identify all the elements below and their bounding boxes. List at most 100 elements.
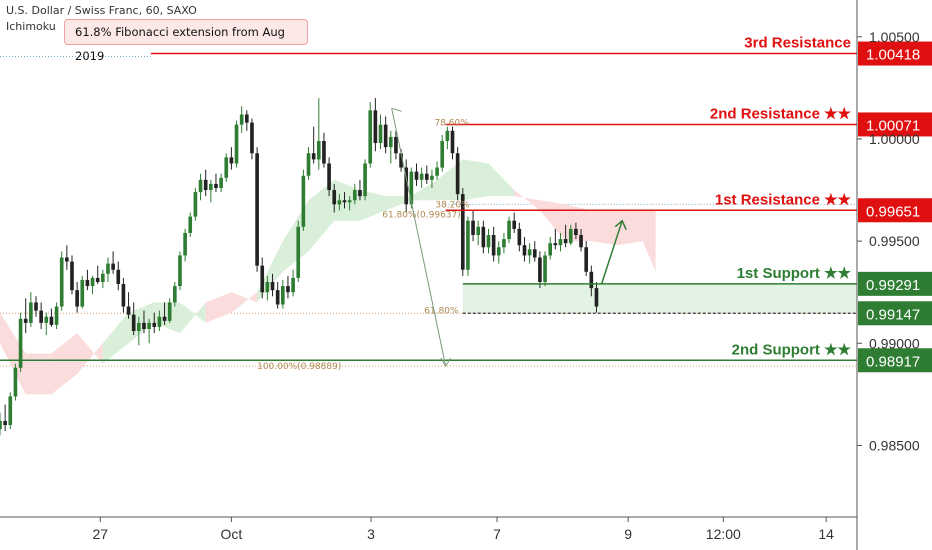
candle-body xyxy=(450,130,455,154)
fib-label: 100.00%(0.98889) xyxy=(257,362,341,372)
candle-body xyxy=(265,282,270,293)
candle-body xyxy=(244,114,249,123)
candle-body xyxy=(29,302,33,323)
price-tag xyxy=(858,41,932,66)
candle-body xyxy=(13,367,18,397)
candle-body xyxy=(296,226,301,278)
candle-body xyxy=(316,141,321,160)
price-tag xyxy=(858,112,932,137)
symbol-title: U.S. Dollar / Swiss Franc, 60, SAXO xyxy=(6,4,197,17)
candle-body xyxy=(445,130,450,141)
candle-body xyxy=(3,420,7,426)
candle-body xyxy=(121,284,126,307)
cloud-segment xyxy=(0,312,26,395)
candle-body xyxy=(106,263,110,274)
candle-body xyxy=(527,249,532,256)
candle-body xyxy=(440,141,445,168)
candle-body xyxy=(301,175,306,227)
level-label: 3rd Resistance xyxy=(744,35,851,52)
x-tick-label: Oct xyxy=(220,526,242,542)
candle-body xyxy=(424,173,429,180)
candle-body xyxy=(306,153,311,176)
candle-body xyxy=(111,263,115,270)
candle-body xyxy=(538,257,542,282)
price-tag xyxy=(858,348,932,373)
candle-body xyxy=(522,245,527,256)
candle-body xyxy=(173,286,177,303)
candle-body xyxy=(137,322,141,332)
candle-body xyxy=(394,136,398,154)
candle-body xyxy=(229,157,234,164)
cloud-segment xyxy=(231,292,258,313)
swing-arrow-line xyxy=(391,107,402,112)
candle-body xyxy=(49,316,54,325)
candle-body xyxy=(142,322,146,329)
candle-body xyxy=(8,396,13,426)
candle-body xyxy=(209,183,213,191)
support-zone xyxy=(462,283,857,314)
cloud-segment xyxy=(77,333,103,374)
y-tick-label: 1.00500 xyxy=(869,29,920,45)
candle-body xyxy=(579,235,583,248)
cloud-segment xyxy=(462,159,489,201)
candle-body xyxy=(116,269,121,285)
price-tag xyxy=(858,271,932,296)
fib-labels: 78.60% 38.20%61.80%(0.99637) 61.80% 100.00%… xyxy=(257,119,470,372)
candle-body xyxy=(18,318,23,368)
cloud-segment xyxy=(359,190,386,221)
candle-body xyxy=(85,279,90,287)
candle-body xyxy=(80,279,85,307)
cloud-segment xyxy=(488,163,515,197)
x-tick-label: 9 xyxy=(624,526,632,542)
candle-body xyxy=(491,235,496,256)
price-tag xyxy=(858,198,932,223)
candle-body xyxy=(543,255,547,282)
candle-body xyxy=(568,228,573,244)
candle-body xyxy=(65,257,69,262)
candle-body xyxy=(373,110,378,144)
price-tag-label: 0.99147 xyxy=(866,306,920,323)
candle-body xyxy=(286,286,290,293)
level-label: 2nd Resistance ★★ xyxy=(710,105,852,122)
candle-body xyxy=(224,157,229,178)
candle-body xyxy=(388,136,393,148)
candle-body xyxy=(502,239,506,248)
swing-arrow-head xyxy=(440,357,452,367)
support-zone-rect xyxy=(462,283,857,314)
candle-body xyxy=(347,200,352,203)
candle-body xyxy=(404,167,409,205)
cloud-segment xyxy=(205,292,232,323)
candle-body xyxy=(167,302,172,321)
candle-body xyxy=(90,277,95,287)
price-tag-label: 0.98917 xyxy=(866,353,920,370)
swing-arrow-line xyxy=(391,108,447,367)
candle-body xyxy=(342,200,347,203)
x-tick-label: 7 xyxy=(493,526,501,542)
fib-label: 38.20% xyxy=(435,200,470,210)
cloud-segment xyxy=(514,190,540,211)
cloud-segment xyxy=(179,302,206,334)
y-tick-label: 0.98500 xyxy=(869,437,920,453)
candle-body xyxy=(131,314,136,332)
x-tick-label: 27 xyxy=(92,526,108,542)
y-tick-label: 0.99500 xyxy=(869,233,920,249)
y-tick-label: 0.99000 xyxy=(869,335,920,351)
cloud-segment xyxy=(411,179,438,201)
candle-body xyxy=(471,220,475,235)
candle-body xyxy=(563,239,568,244)
arrows xyxy=(391,107,627,367)
candle-body xyxy=(198,179,203,193)
x-tick-label: 14 xyxy=(818,526,834,542)
candle-body xyxy=(383,124,388,148)
candle-body xyxy=(486,235,491,248)
fib-label: 61.80%(0.99637) xyxy=(382,211,461,221)
candle-body xyxy=(507,220,511,240)
candle-body xyxy=(260,265,265,293)
price-tag-label: 1.00071 xyxy=(866,117,920,134)
candle-body xyxy=(358,190,362,197)
cloud-segment xyxy=(591,210,618,246)
cloud-segment xyxy=(617,210,643,246)
candle-body xyxy=(270,282,275,291)
candle-body xyxy=(203,179,208,191)
